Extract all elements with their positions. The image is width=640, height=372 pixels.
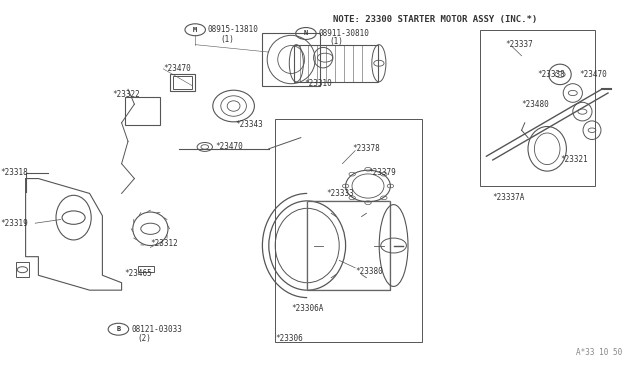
Text: *23318: *23318 — [0, 169, 28, 177]
Bar — [480, 30, 595, 186]
Text: 08911-30810: 08911-30810 — [319, 29, 369, 38]
Text: *23379: *23379 — [368, 169, 396, 177]
Text: (1): (1) — [330, 37, 344, 46]
Text: N: N — [304, 31, 308, 36]
Text: *23337: *23337 — [506, 40, 533, 49]
Bar — [125, 97, 160, 125]
Text: *23480: *23480 — [522, 100, 549, 109]
Bar — [294, 45, 378, 82]
Text: *23338: *23338 — [538, 70, 565, 79]
Text: *23312: *23312 — [150, 239, 178, 248]
Text: M: M — [193, 27, 197, 33]
Text: (1): (1) — [221, 35, 235, 44]
Text: *23337A: *23337A — [493, 193, 525, 202]
Bar — [16, 262, 29, 277]
Text: *23343: *23343 — [236, 120, 263, 129]
Bar — [307, 201, 390, 290]
Text: *23380: *23380 — [355, 267, 383, 276]
Bar — [262, 33, 320, 86]
Bar — [170, 74, 195, 91]
Bar — [173, 76, 192, 89]
Text: *23470: *23470 — [579, 70, 607, 79]
Text: NOTE: 23300 STARTER MOTOR ASSY (INC.*): NOTE: 23300 STARTER MOTOR ASSY (INC.*) — [333, 15, 537, 24]
Text: *23322: *23322 — [112, 90, 140, 99]
Text: *23310: *23310 — [304, 79, 332, 88]
Text: 08121-03033: 08121-03033 — [131, 325, 182, 334]
Text: *23378: *23378 — [352, 144, 380, 153]
Text: *23306A: *23306A — [291, 304, 324, 313]
Text: *23333: *23333 — [326, 189, 354, 198]
Text: *23319: *23319 — [0, 219, 28, 228]
Text: *23321: *23321 — [560, 155, 588, 164]
Bar — [138, 266, 154, 272]
Text: *23465: *23465 — [125, 269, 152, 278]
Text: 08915-13810: 08915-13810 — [208, 25, 259, 34]
Text: A*33 10 50: A*33 10 50 — [576, 348, 622, 357]
Text: (2): (2) — [138, 334, 152, 343]
Bar — [275, 119, 422, 342]
Text: B: B — [116, 326, 120, 332]
Bar — [307, 201, 390, 290]
Text: *23470: *23470 — [163, 64, 191, 73]
Text: *23306: *23306 — [275, 334, 303, 343]
Text: *23470: *23470 — [216, 142, 243, 151]
